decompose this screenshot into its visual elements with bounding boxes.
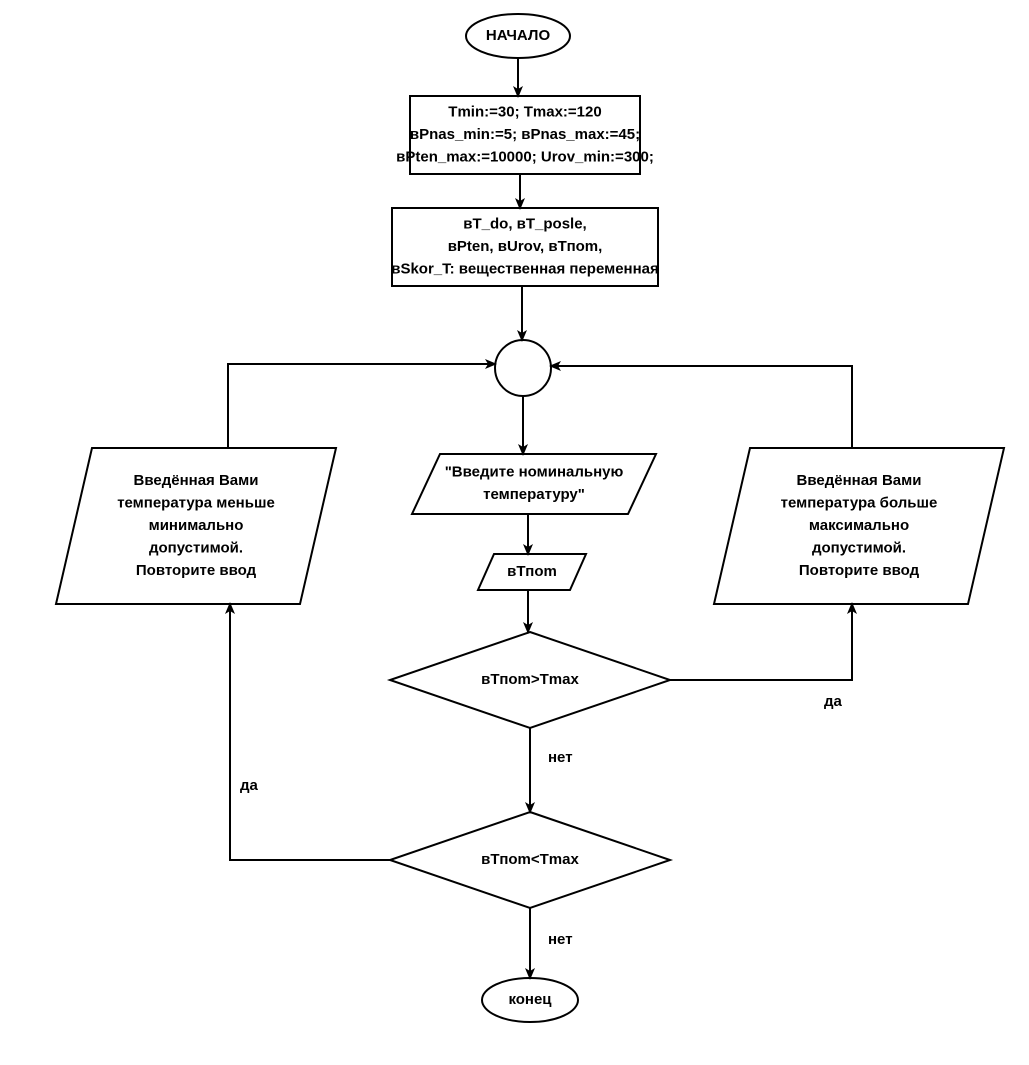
svg-text:минимально: минимально <box>149 517 244 534</box>
svg-text:температура меньше: температура меньше <box>117 494 275 511</box>
svg-text:Tmin:=30; Tmax:=120: Tmin:=30; Tmax:=120 <box>448 103 601 120</box>
svg-text:вТпоm: вТпоm <box>507 563 557 580</box>
svg-text:вSkor_T: вещественная переменн: вSkor_T: вещественная переменная <box>391 260 659 277</box>
svg-text:Повторите ввод: Повторите ввод <box>799 562 920 579</box>
svg-text:Повторите ввод: Повторите ввод <box>136 562 257 579</box>
edge-label-6: нет <box>548 749 573 766</box>
svg-text:температуру": температуру" <box>483 486 585 503</box>
edge-label-7: да <box>824 693 843 710</box>
flowchart-canvas: НАЧАЛО Tmin:=30; Tmax:=120 вPnas_min:=5; в… <box>0 0 1029 1065</box>
svg-text:вТпоm>Tmax: вТпоm>Tmax <box>481 671 579 688</box>
svg-text:вPnas_min:=5; вPnas_max:=45;: вPnas_min:=5; вPnas_max:=45; <box>410 126 640 143</box>
svg-text:Введённая Вами: Введённая Вами <box>134 472 259 489</box>
svg-text:допустимой.: допустимой. <box>149 539 243 556</box>
svg-text:вPten_max:=10000; Urov_min:=30: вPten_max:=10000; Urov_min:=300; <box>396 148 654 165</box>
svg-text:вPten, вUrov, вТпоm,: вPten, вUrov, вТпоm, <box>448 238 603 255</box>
edge-label-9: да <box>240 777 259 794</box>
edge-10 <box>228 364 495 448</box>
svg-text:НАЧАЛО: НАЧАЛО <box>486 27 551 44</box>
edge-9 <box>230 604 390 860</box>
svg-text:Введённая Вами: Введённая Вами <box>797 472 922 489</box>
svg-text:допустимой.: допустимой. <box>812 539 906 556</box>
svg-text:температура больше: температура больше <box>781 494 938 511</box>
svg-text:"Введите номинальную: "Введите номинальную <box>445 464 624 481</box>
edge-label-11: нет <box>548 931 573 948</box>
svg-text:вТпоm<Tmax: вТпоm<Tmax <box>481 851 579 868</box>
edge-7 <box>670 604 852 680</box>
svg-text:вT_do, вT_posle,: вT_do, вT_posle, <box>463 215 586 232</box>
node-conn <box>495 340 551 396</box>
svg-text:конец: конец <box>508 991 552 1008</box>
svg-text:максимально: максимально <box>809 517 909 534</box>
edge-8 <box>551 366 852 448</box>
